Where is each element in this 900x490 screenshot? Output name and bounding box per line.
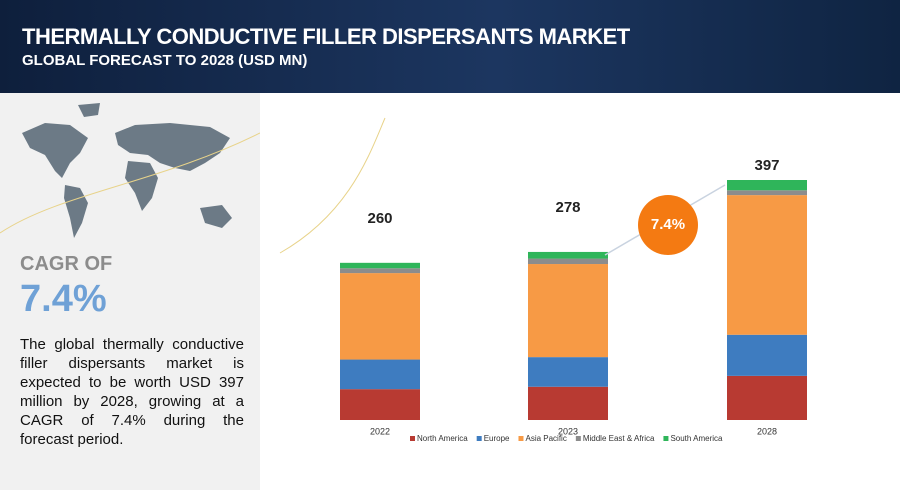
x-tick-label: 2022 (370, 426, 390, 436)
bar-segment (528, 251, 608, 259)
bar-segment (340, 389, 420, 420)
legend-label: Europe (484, 434, 510, 443)
bar-segment (727, 334, 807, 376)
legend-label: North America (417, 434, 468, 443)
cagr-label: CAGR OF (20, 253, 113, 275)
bar-segment (340, 268, 420, 274)
cagr-badge (638, 195, 698, 255)
legend-swatch (476, 436, 482, 441)
bar-segment (340, 359, 420, 390)
total-label: 260 (367, 210, 392, 227)
total-label: 397 (754, 157, 779, 174)
world-map (0, 103, 261, 238)
bar-segment (727, 190, 807, 196)
bar-segment (727, 375, 807, 420)
cagr-value: 7.4% (20, 278, 107, 320)
total-label: 278 (555, 199, 580, 216)
x-tick-label: 2023 (558, 426, 578, 436)
bar-segment (340, 262, 420, 269)
legend-swatch (663, 436, 669, 441)
x-tick-label: 2028 (757, 426, 777, 436)
legend-label: South America (670, 434, 723, 443)
header: THERMALLY CONDUCTIVE FILLER DISPERSANTS … (0, 0, 900, 93)
legend-swatch (575, 436, 581, 441)
bar-segment (727, 195, 807, 335)
legend-label: Asia Pacific (525, 434, 566, 443)
title: THERMALLY CONDUCTIVE FILLER DISPERSANTS … (22, 24, 630, 49)
chart: 260 2022 278 2023 397 2028 7.4% North America Eu… (279, 117, 807, 443)
cagr-badge-label: 7.4% (651, 216, 685, 233)
bar-segment (727, 180, 807, 191)
bar-segment (528, 264, 608, 358)
bar-segment (340, 273, 420, 360)
bar-segment (528, 386, 608, 420)
legend-swatch (410, 436, 415, 441)
bar-segment (528, 357, 608, 387)
legend-label: Middle East & Africa (583, 434, 655, 443)
description: The global thermally conductive filler d… (20, 336, 244, 448)
bar-segment (528, 258, 608, 265)
legend-swatch (518, 436, 524, 441)
left-panel: CAGR OF 7.4% The global thermally conduc… (0, 93, 261, 490)
subtitle: GLOBAL FORECAST TO 2028 (USD MN) (22, 52, 308, 69)
